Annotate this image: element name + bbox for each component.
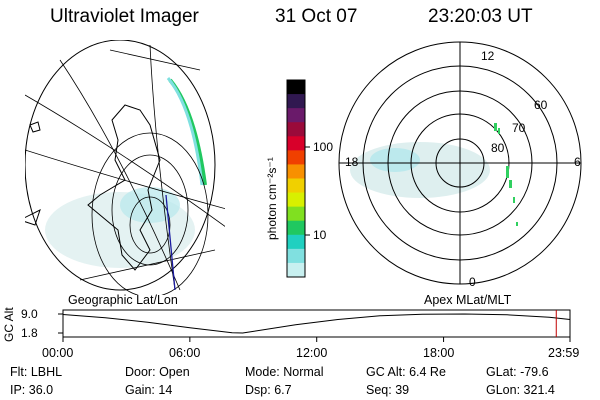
colorbar-cell (287, 136, 305, 151)
alt-xtick-2: 12:00 (296, 346, 328, 360)
colorbar-unit-label: photon cm⁻²s⁻¹ (265, 157, 279, 240)
colorbar-tick-100: 100 (313, 140, 333, 154)
alt-ytick-9: 9.0 (21, 307, 38, 321)
coastline-islands (25, 121, 41, 226)
colorbar-cell (287, 192, 305, 208)
time-label: 23:20:03 UT (428, 6, 533, 27)
status-dsp: Dsp: 6.7 (245, 383, 292, 397)
colorbar-cell (287, 108, 305, 123)
edge-emission-cyan (166, 77, 204, 186)
colorbar-cell (287, 206, 305, 222)
status-glon: GLon: 321.4 (486, 383, 555, 397)
aurora-oval-patch (370, 148, 420, 172)
lat-lon-grid (25, 44, 225, 295)
colorbar-cell (287, 220, 305, 236)
colorbar-cell (287, 178, 305, 194)
aurora-oval-haze (350, 142, 490, 198)
mlat-label-70: 70 (512, 121, 526, 135)
status-gain: Gain: 14 (125, 383, 173, 397)
alt-xtick-0: 00:00 (42, 346, 74, 360)
status-gc-alt: GC Alt: 6.4 Re (366, 365, 446, 379)
alt-xtick-3: 18:00 (423, 346, 455, 360)
alt-xtick-1: 06:00 (169, 346, 201, 360)
status-door: Door: Open (125, 365, 190, 379)
geographic-label: Geographic Lat/Lon (68, 293, 178, 307)
geographic-map (25, 40, 225, 295)
mlt-label-18: 18 (345, 155, 359, 169)
apex-label: Apex MLat/MLT (424, 293, 512, 307)
status-seq: Seq: 39 (366, 383, 410, 397)
colorbar-cell (287, 122, 305, 137)
colorbar-cell (287, 234, 305, 250)
alt-ylabel: GC Alt (2, 307, 16, 342)
altitude-track (58, 309, 571, 342)
mlat-label-60: 60 (534, 98, 548, 112)
polar-plot (338, 41, 582, 285)
status-flt: Flt: LBHL (10, 365, 63, 379)
status-mode: Mode: Normal (245, 365, 324, 379)
colorbar (286, 79, 310, 278)
dayside-arcs (494, 123, 518, 226)
date-label: 31 Oct 07 (275, 6, 358, 27)
mlt-label-6: 6 (574, 155, 581, 169)
altitude-series-line (62, 313, 571, 334)
mlt-label-12: 12 (481, 49, 495, 63)
colorbar-cell (287, 80, 305, 95)
aurora-patch (120, 187, 180, 223)
colorbar-cell (287, 94, 305, 109)
colorbar-cell (287, 262, 305, 278)
alt-xtick-4: 23:59 (548, 346, 580, 360)
status-glat: GLat: -79.6 (486, 365, 549, 379)
alt-ytick-1-8: 1.8 (21, 326, 38, 340)
coastline (87, 104, 161, 271)
status-ip: IP: 36.0 (10, 383, 54, 397)
footprint-line (165, 194, 176, 291)
mlat-label-80: 80 (491, 141, 505, 155)
colorbar-cell (287, 150, 305, 165)
colorbar-tick-10: 10 (313, 228, 327, 242)
colorbar-cell (287, 164, 305, 179)
instrument-title: Ultraviolet Imager (50, 6, 199, 27)
mlt-label-0: 0 (469, 275, 476, 289)
colorbar-cell (287, 248, 305, 264)
